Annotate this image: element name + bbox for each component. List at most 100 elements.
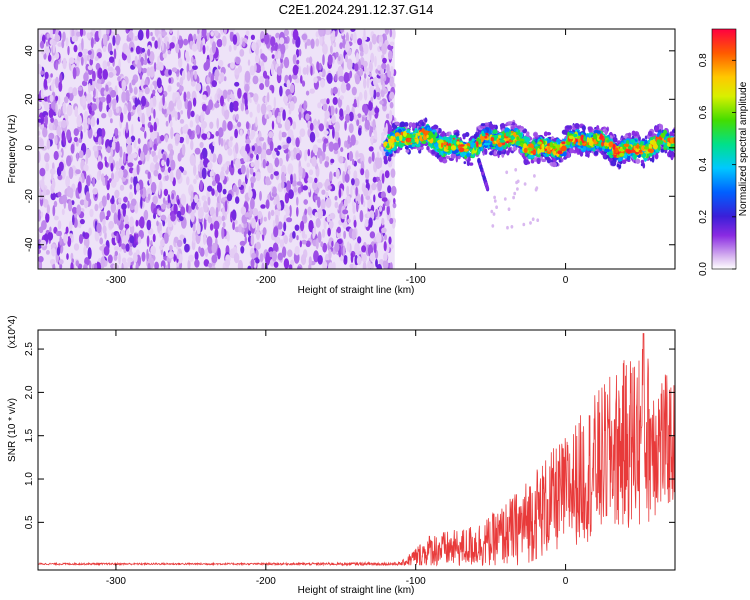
noise-speckle: [75, 31, 81, 37]
noise-speckle: [170, 213, 176, 222]
noise-speckle: [141, 112, 145, 125]
noise-speckle: [230, 160, 234, 169]
noise-speckle: [243, 92, 248, 100]
noise-speckle: [381, 227, 387, 234]
noise-speckle: [215, 206, 219, 218]
noise-speckle: [293, 186, 298, 193]
noise-speckle: [101, 195, 107, 207]
noise-speckle: [76, 152, 79, 162]
band-cell: [532, 140, 535, 145]
noise-speckle: [176, 82, 180, 87]
band-cell: [660, 132, 666, 138]
band-cell: [499, 123, 506, 129]
spectrogram-heatmap: [38, 29, 675, 269]
noise-speckle: [115, 160, 120, 171]
noise-speckle: [77, 181, 82, 194]
noise-speckle: [148, 51, 155, 63]
noise-speckle: [98, 167, 102, 177]
noise-speckle: [221, 166, 225, 172]
noise-speckle: [126, 137, 132, 145]
noise-speckle: [110, 179, 117, 188]
noise-speckle: [133, 232, 137, 245]
band-cell: [638, 136, 641, 141]
noise-speckle: [282, 144, 289, 150]
band-cell: [537, 141, 543, 145]
noise-speckle: [283, 258, 290, 269]
noise-speckle: [94, 56, 99, 61]
noise-speckle: [106, 210, 111, 218]
noise-speckle: [259, 137, 265, 142]
noise-speckle: [135, 183, 140, 192]
band-cell: [670, 137, 674, 144]
noise-speckle: [315, 217, 321, 228]
noise-speckle: [71, 258, 74, 264]
noise-speckle: [179, 137, 184, 144]
noise-speckle: [185, 134, 190, 145]
noise-speckle: [183, 38, 189, 46]
noise-speckle: [271, 54, 275, 59]
noise-speckle: [132, 252, 138, 263]
band-cell: [482, 151, 485, 156]
noise-speckle: [279, 37, 285, 45]
noise-speckle: [272, 150, 276, 160]
noise-speckle: [273, 96, 276, 109]
noise-speckle: [372, 176, 377, 183]
noise-speckle: [158, 210, 162, 217]
noise-speckle: [187, 100, 192, 112]
noise-speckle: [376, 78, 381, 83]
noise-speckle: [348, 111, 354, 122]
noise-speckle: [87, 65, 93, 71]
noise-speckle: [84, 123, 89, 131]
noise-speckle: [284, 119, 291, 131]
band-cell: [672, 137, 675, 144]
noise-speckle: [312, 180, 318, 191]
noise-speckle: [92, 70, 96, 82]
noise-speckle: [102, 69, 108, 80]
noise-speckle: [212, 141, 215, 147]
noise-speckle: [389, 41, 395, 47]
noise-speckle: [73, 128, 80, 137]
band-cell: [478, 138, 482, 145]
band-cell: [574, 123, 580, 129]
noise-speckle: [321, 228, 326, 238]
noise-speckle: [289, 100, 295, 112]
noise-speckle: [162, 52, 167, 59]
band-cell: [511, 136, 515, 140]
noise-speckle: [334, 73, 338, 82]
noise-speckle: [79, 218, 85, 225]
noise-speckle: [215, 130, 219, 137]
noise-speckle: [199, 179, 203, 191]
noise-speckle: [140, 196, 143, 209]
noise-speckle: [101, 128, 105, 138]
band-cell: [608, 141, 614, 148]
noise-speckle: [59, 73, 63, 84]
noise-speckle: [142, 67, 148, 74]
noise-speckle: [54, 34, 61, 43]
noise-speckle: [271, 120, 275, 130]
noise-speckle: [378, 205, 383, 212]
noise-speckle: [355, 151, 359, 158]
noise-speckle: [50, 100, 56, 110]
noise-speckle: [272, 242, 279, 253]
noise-speckle: [281, 171, 286, 183]
sparse-cell: [529, 221, 532, 225]
noise-speckle: [387, 70, 392, 78]
band-cell: [630, 138, 635, 143]
noise-speckle: [322, 260, 328, 269]
band-cell: [627, 132, 632, 138]
band-cell: [494, 135, 498, 142]
noise-speckle: [364, 218, 369, 228]
noise-speckle: [86, 54, 90, 62]
noise-speckle: [38, 238, 41, 245]
noise-speckle: [292, 29, 299, 41]
noise-speckle: [287, 94, 293, 100]
noise-speckle: [382, 203, 386, 211]
noise-speckle: [197, 29, 200, 35]
noise-speckle: [210, 169, 215, 177]
noise-speckle: [333, 149, 339, 155]
noise-speckle: [184, 243, 190, 253]
band-cell: [561, 129, 568, 135]
noise-speckle: [99, 237, 104, 245]
noise-speckle: [305, 240, 311, 248]
noise-speckle: [315, 237, 319, 250]
